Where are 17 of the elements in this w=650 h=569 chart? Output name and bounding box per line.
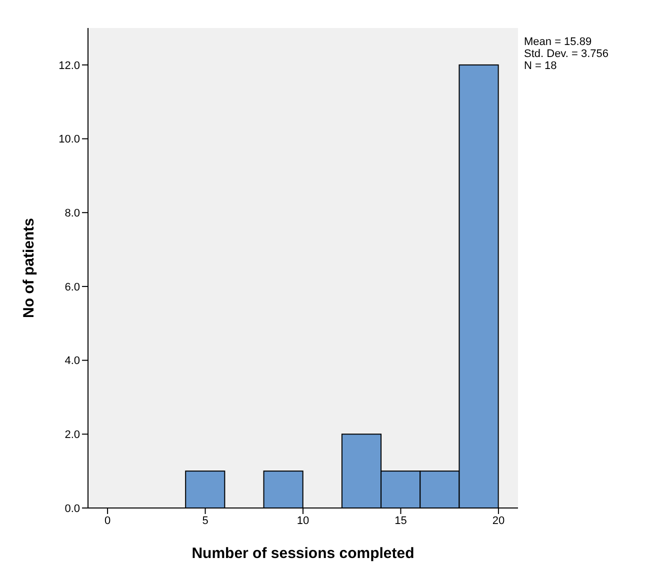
- x-axis-title: Number of sessions completed: [192, 545, 414, 562]
- y-axis-title: No of patients: [20, 218, 38, 318]
- text: Std. Dev. = 3.756: [524, 48, 608, 60]
- y-tick-label: 4.0: [64, 355, 80, 368]
- y-tick-label: 10.0: [58, 134, 80, 146]
- y-tick-label: 2.0: [64, 429, 80, 442]
- y-tick-label: 0.0: [64, 502, 80, 515]
- x-tick-label: 0: [104, 514, 111, 527]
- y-tick-label: 8.0: [64, 208, 80, 220]
- x-tick-label: 15: [394, 514, 407, 527]
- x-tick-label: 10: [296, 514, 310, 527]
- y-tick-label: 6.0: [64, 281, 80, 294]
- x-tick-label: 20: [492, 514, 505, 527]
- y-tick-label: 12.0: [58, 60, 80, 72]
- text: N = 18: [524, 60, 558, 72]
- x-tick-label: 5: [202, 514, 208, 527]
- text: Mean = 15.89: [524, 36, 593, 48]
